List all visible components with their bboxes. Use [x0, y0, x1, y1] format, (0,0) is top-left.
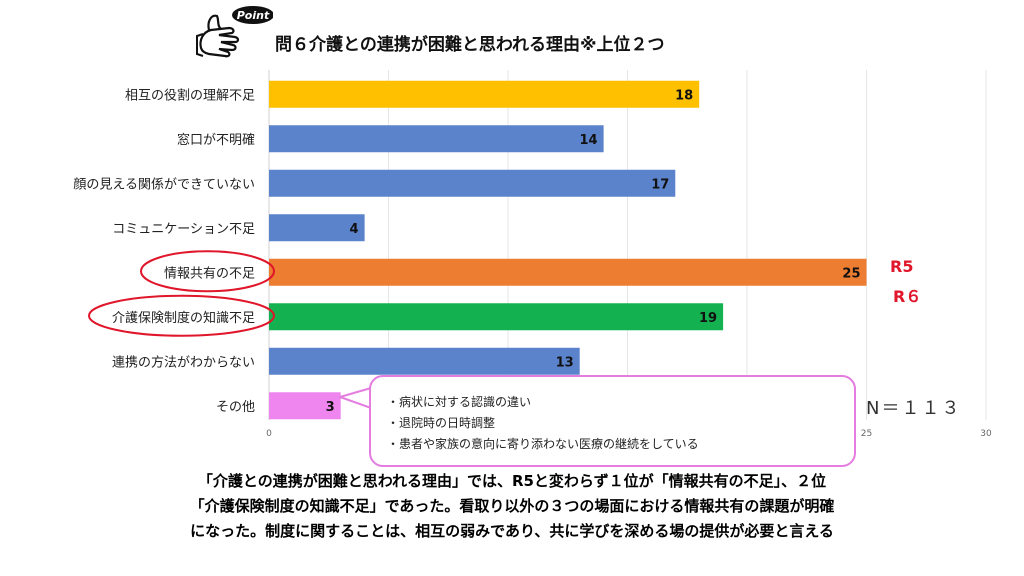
summary-line: になった。制度に関することは、相互の弱みであり、共に学びを深める場の提供が必要と… [190, 522, 834, 540]
summary-text: 「介護との連携が困難と思われる理由」では、R5と変わらず１位が「情報共有の不足」… [0, 469, 1024, 544]
bar [269, 169, 676, 197]
summary-line: 「介護保険制度の知識不足」であった。看取り以外の３つの場面における情報共有の課題… [189, 497, 835, 515]
category-label: 情報共有の不足 [164, 266, 255, 281]
callout-line: ・患者や家族の意向に寄り添わない医療の継続をしている [387, 437, 699, 451]
data-label: 14 [580, 133, 598, 148]
data-label: 19 [699, 311, 717, 326]
category-label: コミュニケーション不足 [112, 222, 255, 237]
category-label: 窓口が不明確 [177, 132, 255, 148]
callout-box: ・病状に対する認識の違い ・退院時の日時調整 ・患者や家族の意向に寄り添わない医… [369, 375, 856, 467]
summary-line: 「介護との連携が困難と思われる理由」では、R5と変わらず１位が「情報共有の不足」… [197, 472, 827, 490]
bar [269, 347, 580, 375]
category-label: 相互の役割の理解不足 [125, 87, 255, 103]
data-label: 4 [350, 222, 359, 237]
chart-title: 問６介護との連携が困難と思われる理由※上位２つ [275, 35, 665, 55]
highlight-oval [140, 250, 275, 293]
callout-line: ・病状に対する認識の違い [387, 395, 532, 409]
x-tick-label: 30 [980, 429, 992, 439]
bar [269, 214, 365, 242]
bar [269, 303, 724, 331]
bars: 相互の役割の理解不足 18 窓口が不明確 14 顔の見える関係ができていない 17 コミュニ… [73, 80, 867, 420]
annotation-r5: R5 [890, 257, 914, 276]
data-label: 17 [651, 177, 669, 192]
point-badge-text: Point [237, 9, 270, 22]
pointing-hand-icon: Point [196, 6, 273, 58]
title-area: Point 問６介護との連携が困難と思われる理由※上位２つ [195, 4, 795, 60]
bar [269, 80, 700, 108]
bar [269, 258, 867, 286]
bar [269, 392, 341, 420]
annotation-r6: R６ [893, 287, 922, 306]
x-tick-label: 25 [861, 429, 872, 439]
bar [269, 125, 604, 153]
data-label: 13 [556, 355, 574, 370]
category-label: 介護保険制度の知識不足 [112, 310, 255, 326]
bar-chart: 0 25 30 相互の役割の理解不足 18 窓口が不明確 14 顔の見える関係ができていない… [73, 70, 992, 439]
data-label: 18 [675, 88, 693, 103]
category-label: その他 [216, 400, 255, 415]
category-label: 連携の方法がわからない [112, 354, 255, 370]
x-tick-label: 0 [266, 429, 272, 439]
callout-line: ・退院時の日時調整 [387, 416, 496, 430]
data-label: 3 [326, 400, 335, 415]
highlight-ovals [88, 250, 275, 337]
highlight-oval [88, 294, 275, 337]
data-label: 25 [842, 266, 860, 281]
category-label: 顔の見える関係ができていない [73, 177, 255, 192]
sample-size-label: N＝１１３ [866, 398, 962, 419]
